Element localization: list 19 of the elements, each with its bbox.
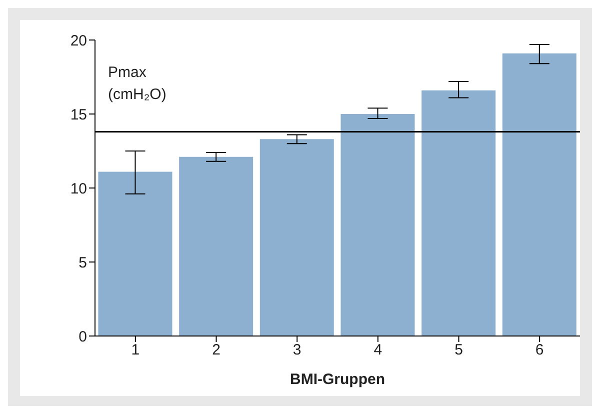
- bar: [340, 114, 415, 336]
- y-tick-label: 20: [70, 32, 87, 50]
- bar: [98, 172, 172, 336]
- y-tick-label: 0: [78, 328, 87, 346]
- x-tick-label: 4: [374, 342, 382, 359]
- x-tick-label: 3: [292, 342, 302, 359]
- x-tick-label: 2: [212, 342, 220, 359]
- bar: [260, 139, 334, 336]
- bar: [179, 156, 254, 336]
- x-tick-label: 6: [535, 342, 544, 359]
- bar: [502, 53, 576, 336]
- y-tick-label: 10: [70, 180, 87, 198]
- x-tick-label: 1: [131, 342, 140, 359]
- y-tick-label: 5: [78, 254, 87, 272]
- y-tick-label: 15: [70, 106, 87, 124]
- bar: [422, 90, 496, 336]
- x-axis-title: BMI-Gruppen: [290, 371, 385, 388]
- y-axis-title: Pmax (cmH₂O): [108, 63, 168, 105]
- x-tick-label: 5: [454, 342, 463, 359]
